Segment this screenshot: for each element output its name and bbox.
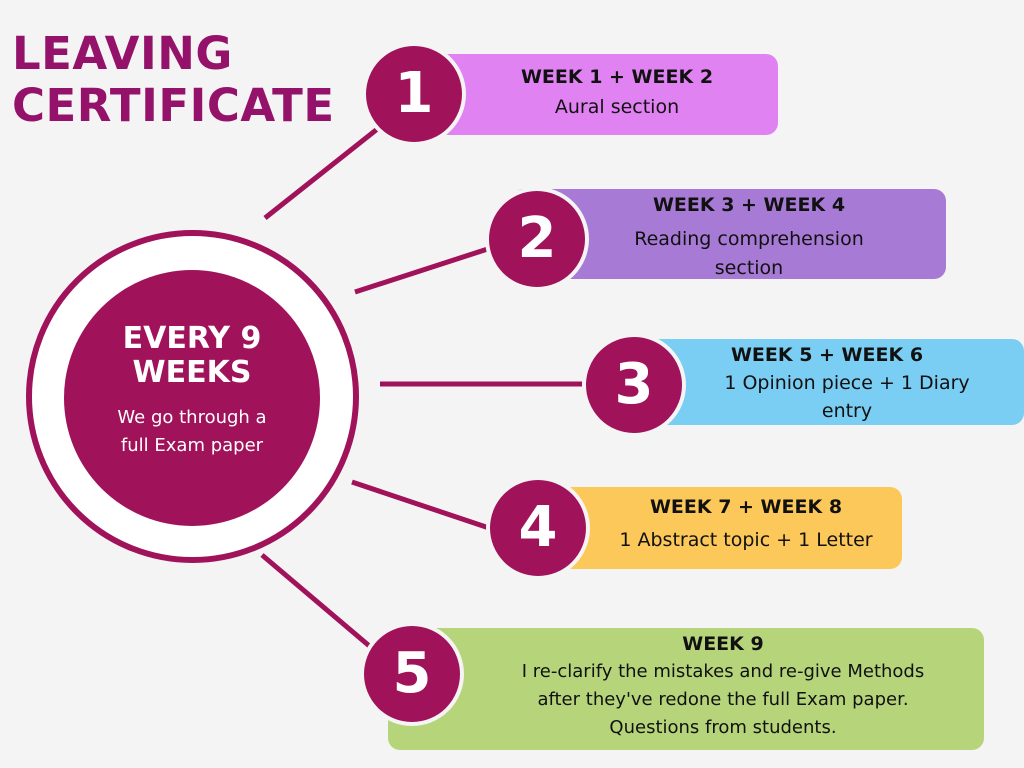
step-5-number: 5 [360,622,464,726]
step-5-text-line-2: after they've redone the full Exam paper… [537,689,909,710]
step-2-box: WEEK 3 + WEEK 4 Reading comprehension se… [512,189,946,279]
step-4-weeks: WEEK 7 + WEEK 8 [649,496,843,518]
step-3-weeks: WEEK 5 + WEEK 6 [730,344,924,366]
step-3-box: WEEK 5 + WEEK 6 1 Opinion piece + 1 Diar… [640,339,1024,425]
connector-5 [260,553,382,657]
step-3-text-line-1: 1 Opinion piece + 1 Diary [724,372,970,394]
step-2-text-line-1: Reading comprehension [634,228,864,250]
step-2-number: 2 [485,187,589,291]
step-4-box: WEEK 7 + WEEK 8 1 Abstract topic + 1 Let… [560,487,902,569]
center-circle: EVERY 9 WEEKS We go through a full Exam … [64,270,320,526]
step-2-weeks: WEEK 3 + WEEK 4 [652,194,846,216]
center-subtext: We go through a full Exam paper [117,407,267,456]
step-4-text: 1 Abstract topic + 1 Letter [619,529,873,551]
step-1-box: WEEK 1 + WEEK 2 Aural section [436,54,778,135]
step-5-text-line-1: I re-clarify the mistakes and re-give Me… [521,661,925,682]
connector-1 [263,113,397,220]
step-3-number: 3 [582,333,686,437]
step-5-weeks: WEEK 9 [682,633,764,655]
step-5-box: WEEK 9 I re-clarify the mistakes and re-… [388,628,984,750]
step-3-text-line-2: entry [821,400,873,422]
connector-2 [354,242,501,295]
step-1-weeks: WEEK 1 + WEEK 2 [520,66,714,88]
page-title: LEAVING CERTIFICATE [12,28,335,132]
step-1-text: Aural section [554,96,680,118]
title-line-1: LEAVING [12,27,233,80]
center-heading: EVERY 9 WEEKS [122,321,262,390]
step-5-text-line-3: Questions from students. [609,717,837,738]
title-line-2: CERTIFICATE [12,79,335,132]
step-4-number: 4 [486,476,590,580]
step-1-number: 1 [362,42,466,146]
connector-4 [351,479,496,533]
step-2-text-line-2: section [714,257,784,279]
